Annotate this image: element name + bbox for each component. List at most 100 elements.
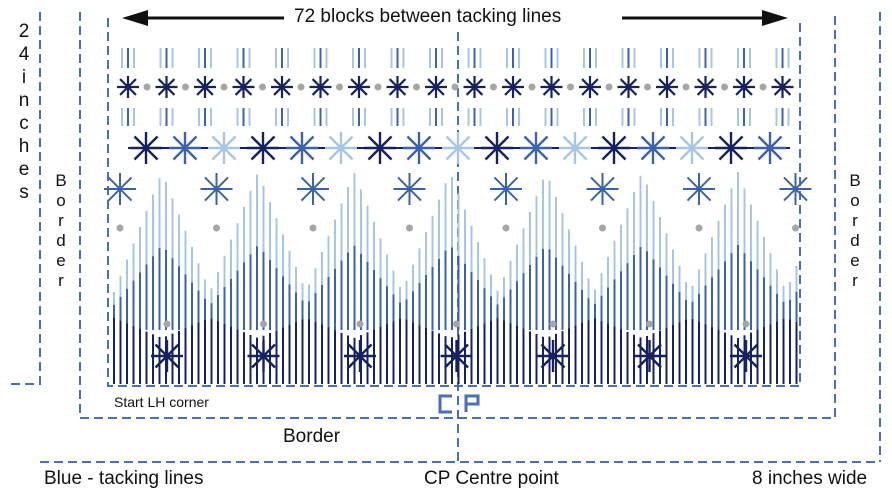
label-char: r [852, 271, 858, 290]
centre-dot [567, 83, 574, 91]
stitch [397, 176, 422, 202]
stitch [601, 135, 627, 161]
label-char: r [852, 211, 858, 230]
stitch [119, 78, 137, 96]
label-char: d [56, 231, 66, 250]
stitch [504, 78, 522, 96]
tacking-lines [10, 12, 881, 463]
stitch [590, 176, 615, 202]
stitch [718, 135, 744, 161]
legend-tacking: Blue - tacking lines [44, 468, 204, 489]
label-char: c [19, 113, 29, 134]
stitch [157, 78, 176, 96]
stitch [757, 135, 783, 161]
stitch [273, 78, 291, 96]
stitch [388, 78, 407, 96]
label-char: B [55, 171, 67, 190]
stitch [735, 78, 753, 96]
centre-dot [605, 83, 613, 91]
label-char: r [58, 271, 64, 290]
width-label: 8 inches wide [752, 468, 868, 489]
label-char: h [18, 136, 30, 157]
stitch [211, 135, 237, 161]
centre-dot [143, 83, 151, 91]
stitch [154, 343, 180, 369]
stitch [658, 78, 676, 96]
centre-dot [182, 83, 189, 91]
stitch [523, 135, 549, 161]
centre-dot [742, 320, 750, 328]
stitch [465, 78, 484, 96]
centre-dot [356, 320, 364, 328]
centre-dot [453, 320, 460, 328]
stitch [196, 78, 214, 96]
stitch [783, 176, 808, 202]
stitch [445, 135, 471, 161]
stitch [234, 78, 253, 96]
legend-cp: CP Centre point [424, 468, 559, 489]
stitch [640, 135, 666, 161]
centre-dot [502, 224, 510, 232]
stitch [133, 135, 159, 161]
stitch [679, 135, 705, 161]
stitch [251, 343, 276, 369]
stitch [347, 343, 373, 369]
centre-dot [490, 83, 497, 91]
stitch [328, 135, 354, 161]
centre-dot [213, 224, 220, 232]
stitch [562, 135, 588, 161]
stitch [444, 343, 469, 369]
centre-dot [413, 83, 420, 91]
label-char: s [19, 182, 29, 203]
centre-dot [695, 224, 703, 232]
stitch [696, 78, 715, 96]
label-char: e [56, 251, 66, 270]
label-char: i [21, 67, 27, 88]
stitch [350, 78, 368, 96]
stitch [289, 135, 315, 161]
centre-dot [259, 83, 266, 91]
label-char: o [56, 191, 66, 210]
stitch [367, 135, 393, 161]
centre-dot [682, 83, 690, 91]
stitch [250, 135, 276, 161]
centre-dot [374, 83, 382, 91]
centre-dot [528, 83, 536, 91]
bottom-border-label: Border [283, 426, 341, 447]
stitch [581, 78, 599, 96]
stitch [773, 78, 792, 96]
centre-dot [260, 320, 267, 328]
stitch-pattern [104, 48, 812, 384]
stitch [406, 135, 432, 161]
stitch [427, 78, 445, 96]
outer-tacking-line [10, 12, 41, 385]
centre-dot [599, 224, 606, 232]
label-char: n [18, 90, 30, 111]
start-label: Start LH corner [114, 394, 209, 410]
stitch [686, 176, 712, 202]
stitch [619, 78, 638, 96]
label-char: B [849, 171, 861, 190]
stitch [540, 343, 566, 369]
label-char: 4 [18, 44, 30, 65]
stitch [204, 176, 229, 202]
centre-dot [406, 224, 413, 232]
top-label: 72 blocks between tacking lines [292, 6, 564, 28]
centre-dot [309, 224, 317, 232]
centre-dot [644, 83, 651, 91]
design-area-line [107, 18, 801, 387]
stitch [637, 343, 662, 369]
stitch [311, 78, 330, 96]
stitch [300, 176, 326, 202]
inner-tacking-line-left [79, 12, 836, 419]
stitch [484, 135, 510, 161]
centre-dot [451, 83, 459, 91]
stitch [172, 135, 198, 161]
centre-dot [297, 83, 305, 91]
centre-dot [336, 83, 343, 91]
centre-dot [721, 83, 728, 91]
centre-dot [220, 83, 228, 91]
